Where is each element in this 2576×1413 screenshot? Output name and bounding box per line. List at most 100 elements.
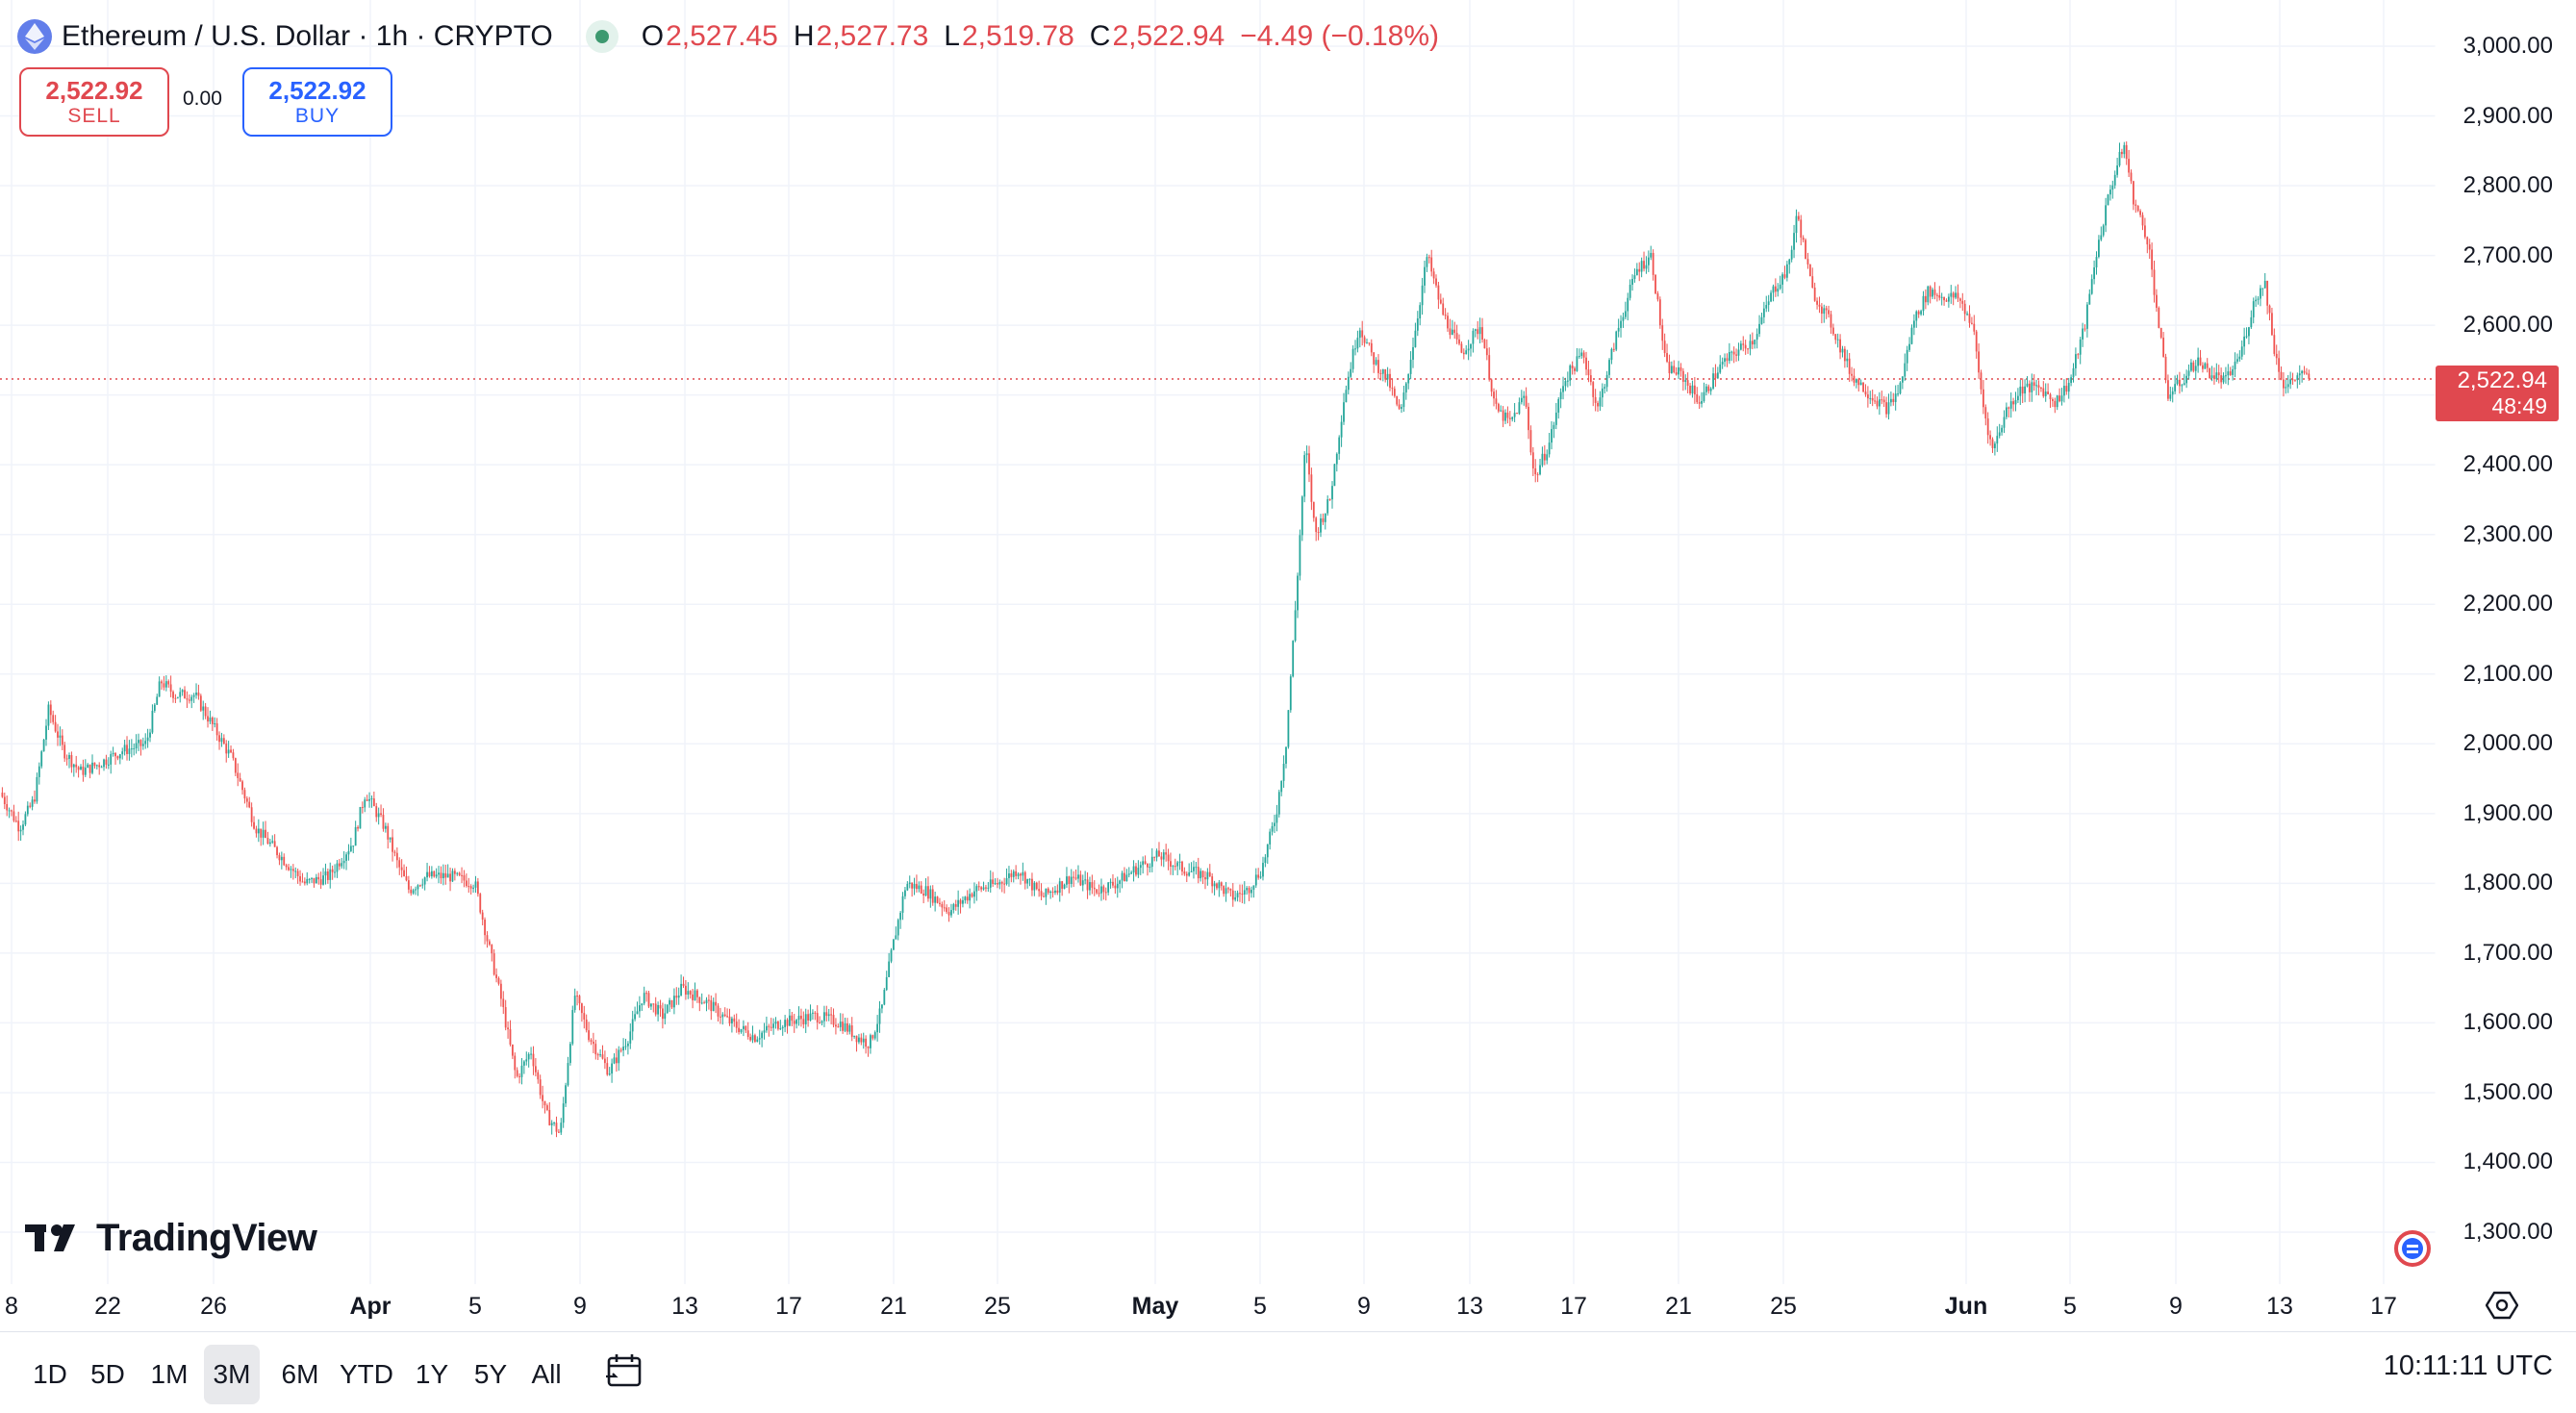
candle [1767,294,1770,313]
candle [1460,341,1463,354]
candle [341,857,343,870]
range-button-5y[interactable]: 5Y [473,1359,508,1389]
candle [1358,327,1361,348]
candle [1093,880,1096,896]
price-axis-label: 1,400.00 [2462,1148,2553,1175]
range-button-3m[interactable]: 3M [204,1345,260,1404]
candle [1022,862,1024,881]
candle [1901,375,1904,390]
candle [2128,149,2131,177]
candle [2035,379,2037,395]
candle [672,988,675,1015]
candle [1742,336,1745,352]
candle [283,853,286,867]
candle [781,1024,784,1036]
candle [227,741,230,758]
candle [2303,366,2306,375]
candle [2194,360,2197,380]
time-axis-label: 25 [984,1293,1011,1320]
candle [87,763,89,769]
buy-button[interactable]: 2,522.92 BUY [242,67,392,137]
gear-icon[interactable] [2486,1289,2518,1322]
sell-button[interactable]: 2,522.92 SELL [19,67,169,137]
candle [927,876,929,902]
range-button-all[interactable]: All [531,1359,562,1389]
candle [2257,295,2260,305]
candle [1587,361,1590,383]
calendar-range-icon[interactable] [604,1350,644,1391]
candle [913,877,916,896]
candle [133,743,136,756]
candle [2306,367,2308,375]
symbol-title[interactable]: Ethereum / U.S. Dollar · 1h · CRYPTO [62,20,553,52]
candle [1788,258,1791,274]
utc-clock[interactable]: 10:11:11 UTC [2383,1350,2553,1381]
candle [1580,348,1583,359]
candle [1472,328,1475,353]
tradingview-logo[interactable]: TradingView [25,1216,317,1260]
candle [1447,312,1449,332]
candle [766,1016,768,1033]
candle [989,870,992,894]
close-value: 2,522.94 [1112,20,1225,52]
candle [2037,380,2040,396]
candle [1795,209,1798,243]
candle [1266,844,1269,865]
candle [322,868,324,886]
market-open-status-icon[interactable] [585,20,619,53]
candle [438,866,440,884]
price-axis-label: 2,900.00 [2462,102,2553,129]
candle [211,716,214,732]
range-button-1d[interactable]: 1D [33,1359,67,1389]
candle [823,1005,825,1027]
range-button-1y[interactable]: 1Y [415,1359,449,1389]
price-axis-label: 1,700.00 [2462,939,2553,966]
candle [1574,366,1576,375]
candle [2286,374,2289,393]
candle [1864,384,1867,397]
range-button-1m[interactable]: 1M [150,1359,189,1389]
candle [1679,363,1682,377]
candle [324,863,327,885]
economic-events-icon[interactable] [2393,1229,2432,1268]
candle [557,1128,560,1133]
candle [786,1018,789,1034]
range-button-5d[interactable]: 5D [90,1359,125,1389]
candle [1781,272,1783,293]
candle [75,755,78,773]
range-button-6m[interactable]: 6M [281,1359,319,1389]
candle [1322,513,1325,525]
range-button-ytd[interactable]: YTD [340,1359,393,1389]
candle [1317,527,1320,541]
candle [1183,867,1186,876]
candle [596,1052,599,1061]
candle [1481,317,1483,343]
high-value: 2,527.73 [816,20,929,52]
candle [139,739,142,756]
candle [1851,366,1853,382]
candle [2039,387,2042,392]
candle [1227,886,1229,894]
candle [1497,402,1500,414]
candle [91,754,93,775]
candle [1218,879,1221,897]
candle [2060,388,2063,406]
candle [1848,352,1851,382]
candle [588,1022,590,1043]
candle [195,683,197,699]
candle [497,976,500,986]
candle [946,904,948,915]
candle [1,787,4,798]
candle [1592,380,1595,407]
candle [1859,379,1862,386]
candle [1116,876,1119,898]
candle [1370,339,1373,357]
candle [1280,780,1283,796]
candle [2164,353,2167,384]
candle [1421,277,1424,315]
candle [2232,366,2235,381]
candle [1051,887,1054,898]
symbol-legend[interactable]: Ethereum / U.S. Dollar · 1h · CRYPTO O 2… [17,15,1439,58]
